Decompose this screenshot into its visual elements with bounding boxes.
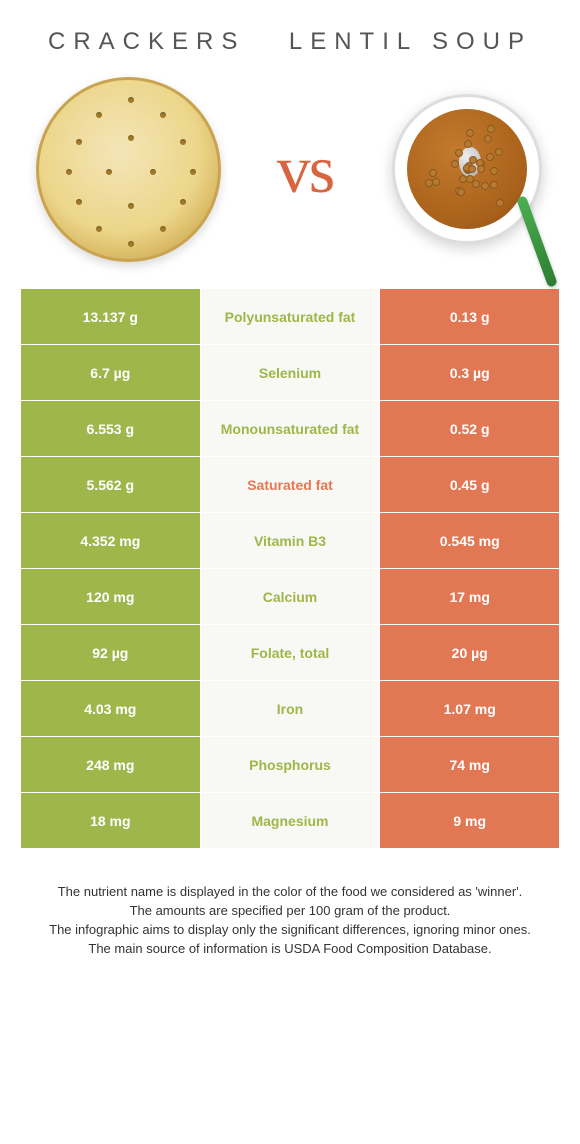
table-row: 5.562 gSaturated fat0.45 g [21, 457, 560, 513]
left-value: 6.7 µg [21, 345, 201, 401]
left-value: 92 µg [21, 625, 201, 681]
left-value: 5.562 g [21, 457, 201, 513]
footer-notes: The nutrient name is displayed in the co… [0, 849, 580, 958]
table-row: 92 µgFolate, total20 µg [21, 625, 560, 681]
right-value: 0.3 µg [380, 345, 560, 401]
right-value: 0.52 g [380, 401, 560, 457]
nutrient-label: Phosphorus [200, 737, 380, 793]
right-value: 1.07 mg [380, 681, 560, 737]
left-value: 120 mg [21, 569, 201, 625]
header-titles: Crackers Lentil Soup [0, 0, 580, 68]
left-value: 13.137 g [21, 289, 201, 345]
nutrient-table: 13.137 gPolyunsaturated fat0.13 g6.7 µgS… [20, 288, 560, 849]
footer-line: The amounts are specified per 100 gram o… [36, 902, 544, 921]
table-row: 18 mgMagnesium9 mg [21, 793, 560, 849]
table-row: 6.7 µgSelenium0.3 µg [21, 345, 560, 401]
nutrient-label: Polyunsaturated fat [200, 289, 380, 345]
table-row: 4.03 mgIron1.07 mg [21, 681, 560, 737]
right-value: 9 mg [380, 793, 560, 849]
right-food-title: Lentil Soup [289, 28, 532, 56]
left-value: 6.553 g [21, 401, 201, 457]
left-value: 18 mg [21, 793, 201, 849]
right-value: 20 µg [380, 625, 560, 681]
footer-line: The main source of information is USDA F… [36, 940, 544, 959]
vs-label: vs [277, 130, 333, 209]
right-value: 0.545 mg [380, 513, 560, 569]
soup-image [382, 84, 552, 254]
left-value: 248 mg [21, 737, 201, 793]
right-value: 74 mg [380, 737, 560, 793]
nutrient-label: Folate, total [200, 625, 380, 681]
left-value: 4.03 mg [21, 681, 201, 737]
left-value: 4.352 mg [21, 513, 201, 569]
table-row: 120 mgCalcium17 mg [21, 569, 560, 625]
images-row: vs [0, 68, 580, 288]
nutrient-label: Saturated fat [200, 457, 380, 513]
footer-line: The infographic aims to display only the… [36, 921, 544, 940]
right-value: 17 mg [380, 569, 560, 625]
nutrient-label: Iron [200, 681, 380, 737]
table-row: 248 mgPhosphorus74 mg [21, 737, 560, 793]
nutrient-label: Vitamin B3 [200, 513, 380, 569]
footer-line: The nutrient name is displayed in the co… [36, 883, 544, 902]
table-row: 4.352 mgVitamin B30.545 mg [21, 513, 560, 569]
nutrient-label: Calcium [200, 569, 380, 625]
table-row: 6.553 gMonounsaturated fat0.52 g [21, 401, 560, 457]
nutrient-label: Magnesium [200, 793, 380, 849]
right-value: 0.13 g [380, 289, 560, 345]
right-value: 0.45 g [380, 457, 560, 513]
table-row: 13.137 gPolyunsaturated fat0.13 g [21, 289, 560, 345]
nutrient-label: Monounsaturated fat [200, 401, 380, 457]
left-food-title: Crackers [48, 28, 245, 56]
nutrient-label: Selenium [200, 345, 380, 401]
cracker-image [28, 69, 228, 269]
